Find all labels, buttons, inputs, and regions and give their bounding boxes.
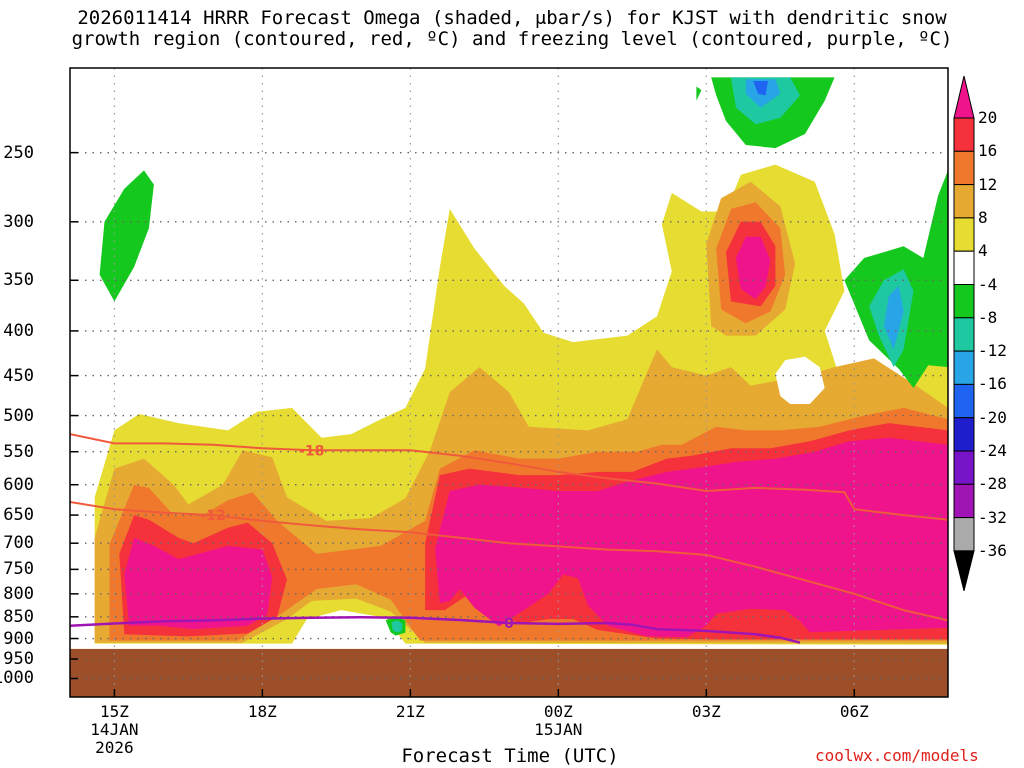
x-tick-label: 15JAN xyxy=(534,720,583,739)
freezing-level-contour xyxy=(70,616,801,644)
omega-region-22 xyxy=(753,81,768,96)
chart-title-line-1: 2026011414 HRRR Forecast Omega (shaded, … xyxy=(77,7,947,29)
colorbar-label: 20 xyxy=(978,108,998,127)
y-tick-label: 650 xyxy=(3,505,34,526)
chart-title: 2026011414 HRRR Forecast Omega (shaded, … xyxy=(0,8,1024,50)
omega-region-12 xyxy=(99,170,154,302)
x-tick-label: 06Z xyxy=(839,702,869,721)
y-tick-label: 900 xyxy=(3,628,34,649)
freezing-level-contour-label: 0 xyxy=(504,616,514,632)
isotherm-contour--12-label: -12 xyxy=(200,508,225,524)
y-tick-label: 1000 xyxy=(0,668,34,689)
colorbar-label: -32 xyxy=(978,507,1007,527)
colorbar-bottom-arrow xyxy=(953,550,975,592)
colorbar-label: 4 xyxy=(978,241,988,261)
colorbar-label: -28 xyxy=(978,474,1007,494)
surface-ground xyxy=(70,648,948,697)
colorbar-segment-1 xyxy=(953,117,975,152)
colorbar-label: -36 xyxy=(978,540,1007,560)
x-tick-label: 14JAN xyxy=(90,720,139,739)
omega-region-21 xyxy=(883,285,904,350)
y-tick-label: 300 xyxy=(3,211,34,232)
y-tick-label: 550 xyxy=(3,441,34,462)
isotherm-contour--12 xyxy=(70,501,948,622)
colorbar-segment-12 xyxy=(953,483,975,519)
y-tick-label: 800 xyxy=(3,583,34,604)
omega-region-8 xyxy=(124,537,273,630)
x-tick-label: 15Z xyxy=(99,702,129,721)
omega-region-10 xyxy=(735,236,771,300)
omega-region-9 xyxy=(435,437,948,638)
colorbar-label: 8 xyxy=(978,207,988,227)
colorbar-top-arrow xyxy=(953,75,975,119)
colorbar-label: -20 xyxy=(978,407,1007,427)
x-tick-label: 03Z xyxy=(691,702,721,721)
colorbar-segment-9 xyxy=(953,383,975,419)
x-tick-label: 00Z xyxy=(543,702,573,721)
colorbar-segment-10 xyxy=(953,417,975,452)
x-tick-label: 21Z xyxy=(395,702,425,721)
y-tick-label: 500 xyxy=(3,405,34,426)
y-tick-label: 850 xyxy=(3,606,34,627)
colorbar-segment-5 xyxy=(953,250,975,285)
x-axis-title: Forecast Time (UTC) xyxy=(401,745,619,767)
plot-frame xyxy=(69,67,949,698)
isotherm-contour--18-label: -18 xyxy=(299,443,324,459)
y-tick-label: 450 xyxy=(3,365,34,386)
colorbar-segment-8 xyxy=(953,350,975,385)
colorbar-label: -8 xyxy=(978,307,998,327)
source-credit: coolwx.com/models xyxy=(815,746,979,765)
y-tick-label: 350 xyxy=(3,270,34,291)
colorbar-segment-13 xyxy=(953,517,975,552)
colorbar-label: 16 xyxy=(978,141,998,161)
y-tick-label: 600 xyxy=(3,474,34,495)
x-tick-label: 18Z xyxy=(247,702,277,721)
colorbar-segment-3 xyxy=(953,184,975,219)
colorbar-label: 12 xyxy=(978,174,998,194)
colorbar-segment-4 xyxy=(953,217,975,252)
colorbar-label: -16 xyxy=(978,374,1007,394)
y-tick-label: 400 xyxy=(3,320,34,341)
isotherm-contour--18 xyxy=(70,433,948,521)
colorbar-label: -12 xyxy=(978,341,1007,361)
y-tick-label: 250 xyxy=(3,142,34,163)
y-tick-label: 700 xyxy=(3,533,34,554)
colorbar-label: -4 xyxy=(978,274,998,294)
omega-region-11 xyxy=(775,356,825,404)
colorbar-label: -24 xyxy=(978,441,1007,460)
colorbar-segment-2 xyxy=(953,150,975,186)
colorbar-segment-11 xyxy=(953,450,975,485)
colorbar-segment-7 xyxy=(953,317,975,352)
omega-region-13 xyxy=(696,86,702,101)
y-tick-label: 950 xyxy=(3,649,34,670)
colorbar-segment-6 xyxy=(953,284,975,319)
y-tick-label: 750 xyxy=(3,559,34,580)
x-tick-label: 2026 xyxy=(95,738,134,757)
chart-title-line-2: growth region (contoured, red, ºC) and f… xyxy=(71,28,953,50)
omega-region-19 xyxy=(391,620,403,633)
